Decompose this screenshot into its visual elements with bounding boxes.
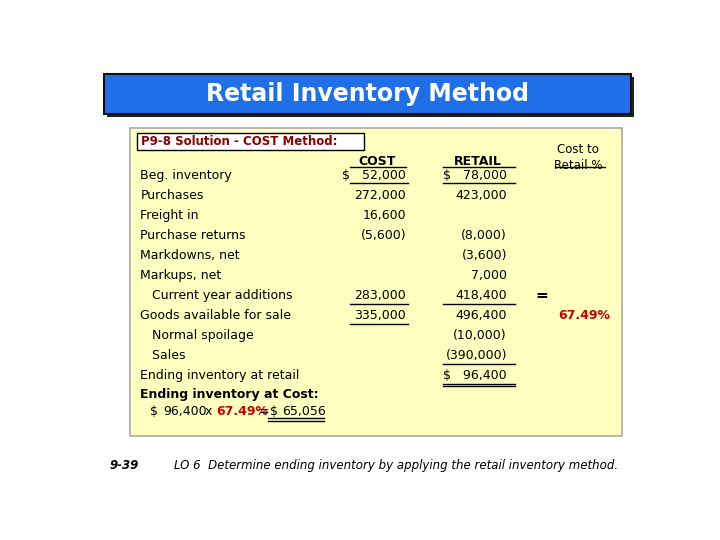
- Text: 96,400: 96,400: [163, 405, 207, 418]
- Text: Markdowns, net: Markdowns, net: [140, 249, 240, 262]
- FancyBboxPatch shape: [130, 128, 622, 436]
- Text: Ending inventory at Cost:: Ending inventory at Cost:: [140, 388, 319, 401]
- Text: 67.49%: 67.49%: [216, 405, 269, 418]
- Text: 418,400: 418,400: [455, 289, 507, 302]
- FancyBboxPatch shape: [107, 77, 634, 117]
- Text: (10,000): (10,000): [454, 329, 507, 342]
- Text: Retail Inventory Method: Retail Inventory Method: [206, 82, 529, 106]
- Text: 65,056: 65,056: [282, 405, 326, 418]
- Text: 283,000: 283,000: [354, 289, 406, 302]
- Text: Beg. inventory: Beg. inventory: [140, 169, 232, 182]
- Text: $   96,400: $ 96,400: [444, 369, 507, 382]
- Text: 272,000: 272,000: [354, 189, 406, 202]
- Text: =: =: [536, 288, 549, 303]
- Text: COST: COST: [358, 154, 395, 167]
- Text: LO 6  Determine ending inventory by applying the retail inventory method.: LO 6 Determine ending inventory by apply…: [174, 458, 618, 472]
- Text: Cost to
Retail %: Cost to Retail %: [554, 144, 603, 172]
- Text: Goods available for sale: Goods available for sale: [140, 309, 292, 322]
- Text: Purchase returns: Purchase returns: [140, 230, 246, 242]
- Text: (390,000): (390,000): [446, 349, 507, 362]
- Text: $   78,000: $ 78,000: [443, 169, 507, 182]
- Text: (3,600): (3,600): [462, 249, 507, 262]
- Text: Freight in: Freight in: [140, 209, 199, 222]
- Text: 423,000: 423,000: [455, 189, 507, 202]
- Text: 335,000: 335,000: [354, 309, 406, 322]
- Text: Purchases: Purchases: [140, 189, 204, 202]
- Text: (8,000): (8,000): [462, 230, 507, 242]
- Text: x: x: [204, 405, 212, 418]
- Text: 496,400: 496,400: [456, 309, 507, 322]
- Text: 67.49%: 67.49%: [559, 309, 611, 322]
- Text: Markups, net: Markups, net: [140, 269, 222, 282]
- Text: RETAIL: RETAIL: [454, 154, 501, 167]
- Text: Sales: Sales: [140, 349, 186, 362]
- FancyBboxPatch shape: [138, 133, 364, 150]
- Text: 9-39: 9-39: [109, 458, 139, 472]
- Text: $   52,000: $ 52,000: [342, 169, 406, 182]
- Text: =: =: [259, 405, 269, 418]
- Text: Normal spoilage: Normal spoilage: [140, 329, 254, 342]
- Text: Ending inventory at retail: Ending inventory at retail: [140, 369, 300, 382]
- FancyBboxPatch shape: [104, 74, 631, 114]
- Text: $: $: [150, 405, 158, 418]
- Text: (5,600): (5,600): [361, 230, 406, 242]
- Text: Current year additions: Current year additions: [140, 289, 293, 302]
- Text: 16,600: 16,600: [363, 209, 406, 222]
- Text: 7,000: 7,000: [471, 269, 507, 282]
- Text: P9-8 Solution - COST Method:: P9-8 Solution - COST Method:: [141, 136, 338, 148]
- Text: $: $: [270, 405, 278, 418]
